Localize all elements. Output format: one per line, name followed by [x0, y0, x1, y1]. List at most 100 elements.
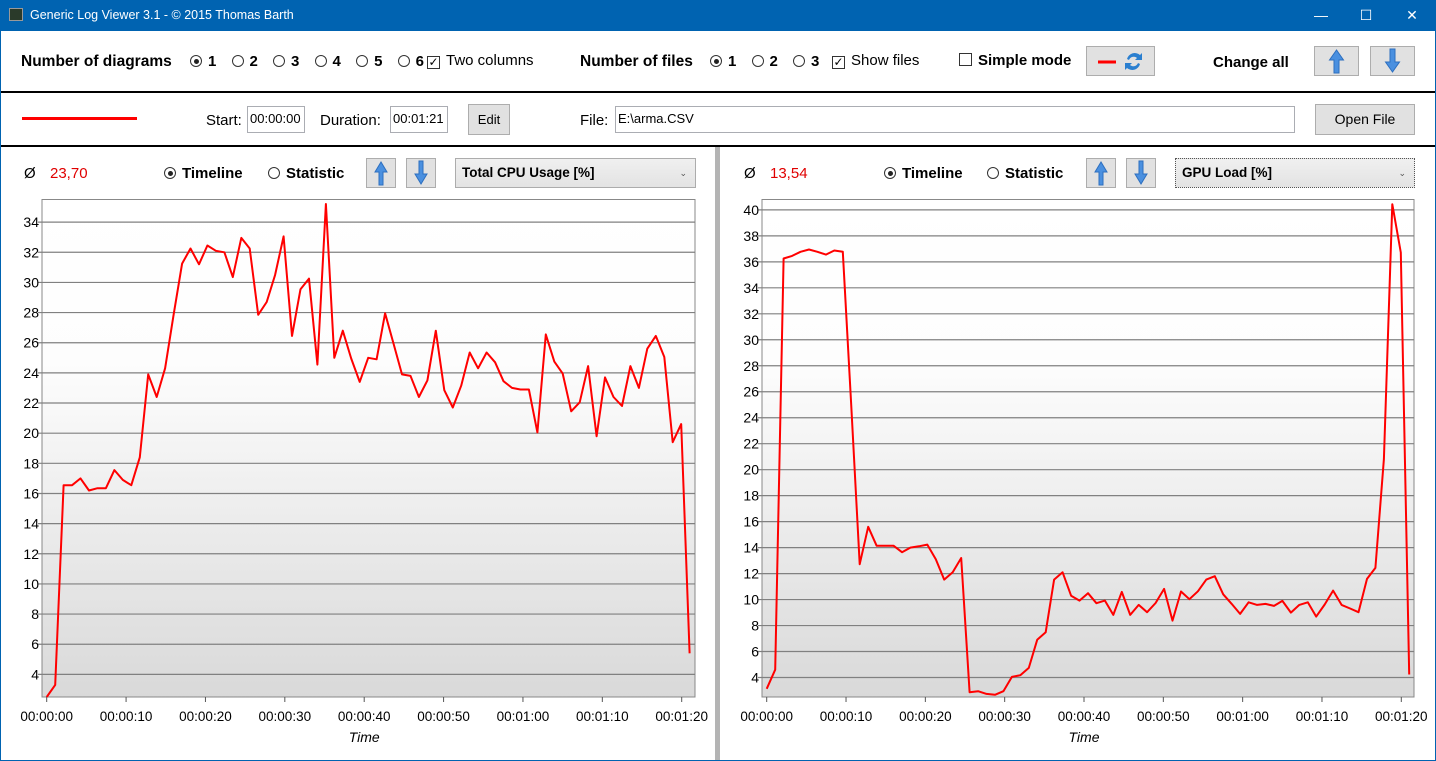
y-tick-label: 18: [743, 488, 759, 504]
statistic-radio[interactable]: Statistic: [987, 165, 1063, 182]
x-tick-label: 00:01:20: [1375, 709, 1428, 724]
x-tick-label: 00:00:10: [820, 709, 873, 724]
x-tick-label: 00:00:40: [338, 709, 391, 724]
minimize-button[interactable]: —: [1314, 7, 1328, 23]
y-tick-label: 6: [751, 644, 759, 660]
diagram-radio-4[interactable]: 4: [314, 53, 352, 70]
move-up-button[interactable]: [1086, 158, 1116, 188]
y-tick-label: 12: [743, 566, 759, 582]
file-path-input[interactable]: E:\arma.CSV: [615, 106, 1295, 133]
timeline-radio[interactable]: Timeline: [164, 165, 243, 182]
file-count-radios: 1 2 3: [710, 53, 819, 70]
y-tick-label: 22: [743, 436, 759, 452]
x-tick-label: 00:00:30: [259, 709, 312, 724]
change-all-label: Change all: [1213, 54, 1289, 71]
y-tick-label: 34: [23, 214, 39, 230]
y-tick-label: 14: [743, 540, 759, 556]
divider: [1, 145, 1435, 147]
y-tick-label: 10: [743, 592, 759, 608]
two-columns-checkbox[interactable]: ✓ Two columns: [427, 52, 534, 69]
checkbox-icon: [959, 53, 972, 66]
x-tick-label: 00:00:40: [1058, 709, 1111, 724]
file-radio-3[interactable]: 3: [793, 53, 819, 70]
x-tick-label: 00:01:20: [655, 709, 708, 724]
y-tick-label: 8: [31, 606, 39, 622]
diagram-radio-5[interactable]: 5: [356, 53, 393, 70]
x-tick-label: 00:00:10: [100, 709, 153, 724]
average-value: 13,54: [770, 165, 808, 182]
y-tick-label: 22: [23, 395, 39, 411]
x-tick-label: 00:00:30: [978, 709, 1031, 724]
y-tick-label: 32: [23, 244, 39, 260]
x-tick-label: 00:00:20: [899, 709, 952, 724]
y-tick-label: 14: [23, 516, 39, 532]
timeline-radio[interactable]: Timeline: [884, 165, 963, 182]
y-tick-label: 30: [23, 274, 39, 290]
series-color-line[interactable]: [22, 117, 137, 120]
swap-color-button[interactable]: [1086, 46, 1155, 76]
change-all-up-button[interactable]: [1314, 46, 1359, 76]
y-tick-label: 10: [23, 576, 39, 592]
x-tick-label: 00:00:20: [179, 709, 232, 724]
divider: [1, 91, 1435, 93]
x-tick-label: 00:01:00: [1216, 709, 1269, 724]
y-tick-label: 28: [23, 305, 39, 321]
y-tick-label: 26: [743, 384, 759, 400]
y-tick-label: 16: [743, 514, 759, 530]
x-tick-label: 00:01:00: [497, 709, 550, 724]
title-bar: Generic Log Viewer 3.1 - © 2015 Thomas B…: [0, 0, 1436, 31]
duration-input[interactable]: 00:01:21: [390, 106, 448, 133]
arrow-up-icon: [1094, 161, 1108, 186]
y-tick-label: 20: [743, 462, 759, 478]
statistic-radio[interactable]: Statistic: [268, 165, 344, 182]
file-radio-2[interactable]: 2: [751, 53, 789, 70]
open-file-button[interactable]: Open File: [1315, 104, 1415, 135]
file-radio-1[interactable]: 1: [710, 53, 747, 70]
x-tick-label: 00:00:50: [417, 709, 470, 724]
move-down-button[interactable]: [1126, 158, 1156, 188]
arrow-down-icon: [414, 160, 428, 185]
arrow-down-icon: [1134, 160, 1148, 185]
arrow-up-icon: [1328, 49, 1345, 74]
y-tick-label: 20: [23, 425, 39, 441]
x-tick-label: 00:00:50: [1137, 709, 1190, 724]
x-axis-title: Time: [349, 729, 380, 745]
y-tick-label: 6: [31, 636, 39, 652]
y-tick-label: 12: [23, 546, 39, 562]
simple-mode-checkbox[interactable]: Simple mode: [959, 52, 1071, 69]
y-tick-label: 8: [751, 618, 759, 634]
y-tick-label: 4: [751, 670, 759, 686]
files-label: Number of files: [580, 53, 693, 70]
show-files-checkbox[interactable]: ✓ Show files: [832, 52, 920, 69]
file-label: File:: [580, 112, 609, 129]
red-line-refresh-icon: [1098, 53, 1142, 70]
diagram-radio-2[interactable]: 2: [231, 53, 269, 70]
average-symbol: Ø: [744, 165, 756, 182]
y-tick-label: 38: [743, 228, 759, 244]
close-button[interactable]: ✕: [1406, 7, 1418, 23]
change-all-down-button[interactable]: [1370, 46, 1415, 76]
arrow-down-icon: [1384, 48, 1401, 73]
series-line: [45, 203, 691, 698]
arrow-up-icon: [374, 161, 388, 186]
window-title: Generic Log Viewer 3.1 - © 2015 Thomas B…: [30, 8, 294, 22]
edit-button[interactable]: Edit: [468, 104, 510, 135]
diagram-radio-1[interactable]: 1: [190, 53, 227, 70]
y-tick-label: 28: [743, 358, 759, 374]
panel-splitter[interactable]: [715, 147, 720, 760]
move-down-button[interactable]: [406, 158, 436, 188]
diagram-radio-6[interactable]: 6: [397, 53, 424, 70]
maximize-button[interactable]: ☐: [1359, 7, 1373, 23]
move-up-button[interactable]: [366, 158, 396, 188]
diagram-radio-3[interactable]: 3: [273, 53, 310, 70]
diagrams-label: Number of diagrams: [21, 53, 172, 70]
metric-select[interactable]: GPU Load [%] ⌄: [1175, 158, 1415, 188]
gpu-load-chart: 4 6 8 10 12 14 16 18 20 22 24 26 28 30 32 34 36 38 40 00:00…: [740, 199, 1428, 745]
metric-select[interactable]: Total CPU Usage [%] ⌄: [455, 158, 696, 188]
checkbox-icon: ✓: [832, 55, 845, 69]
y-tick-label: 24: [743, 410, 759, 426]
diagram-count-radios: 1 2 3 4 5 6: [190, 53, 424, 70]
start-label: Start:: [206, 112, 242, 129]
start-input[interactable]: 00:00:00: [247, 106, 305, 133]
plot-area: [761, 199, 1415, 698]
